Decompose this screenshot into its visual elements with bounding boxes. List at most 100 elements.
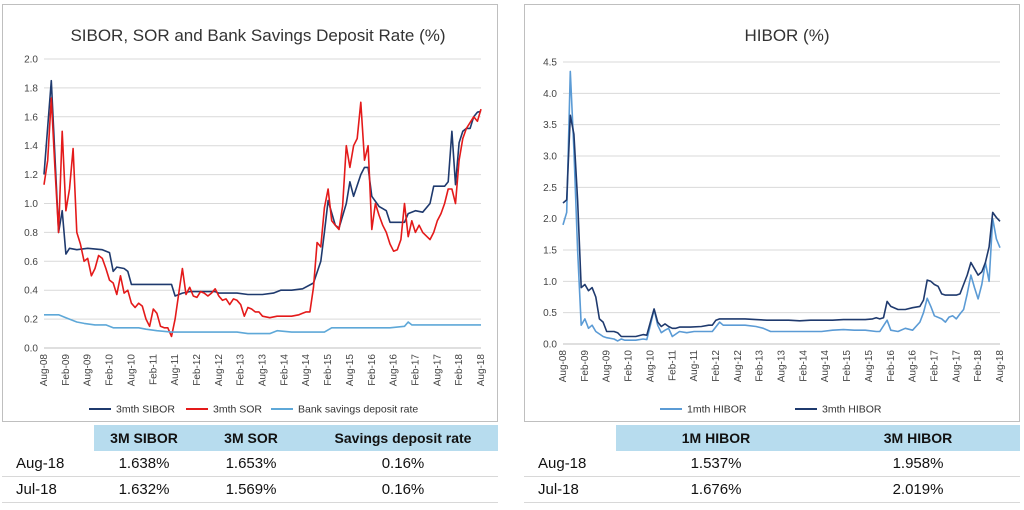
table-header-3m-hibor: 3M HIBOR — [816, 425, 1020, 451]
table-header-row: 3M SIBOR 3M SOR Savings deposit rate — [2, 425, 498, 451]
x-tick-label: Aug-10 — [126, 354, 137, 387]
y-tick-label: 4.5 — [543, 58, 557, 69]
row-label: Aug-18 — [2, 451, 94, 477]
table-header-row: 1M HIBOR 3M HIBOR — [524, 425, 1020, 451]
sibor-sor-chart: SIBOR, SOR and Bank Savings Deposit Rate… — [24, 26, 487, 416]
x-tick-label: Feb-15 — [842, 350, 853, 382]
sibor-sor-chart-panel: SIBOR, SOR and Bank Savings Deposit Rate… — [2, 4, 498, 422]
row-label: Jul-18 — [524, 476, 616, 503]
y-tick-label: 1.2 — [24, 170, 38, 181]
table-cell: 1.653% — [194, 451, 308, 477]
y-tick-label: 0.8 — [24, 228, 38, 239]
series-line-3mth-hibor — [562, 114, 1001, 338]
x-tick-label: Feb-16 — [886, 350, 897, 382]
x-tick-label: Feb-17 — [929, 350, 940, 382]
x-tick-label: Feb-10 — [624, 350, 635, 382]
table-header-blank — [2, 425, 94, 451]
table-header-savings-deposit-rate: Savings deposit rate — [308, 425, 498, 451]
series-line-3mth-sibor — [43, 79, 482, 297]
x-tick-label: Aug-15 — [345, 354, 356, 387]
table-cell: 1.537% — [616, 451, 816, 477]
x-tick-label: Feb-18 — [454, 354, 465, 386]
hibor-chart: HIBOR (%) 0.0 0.5 1.0 1.5 2.0 2.5 3.0 3.5 4.0 4.5 A… — [543, 26, 1006, 416]
table-cell: 2.019% — [816, 476, 1020, 503]
legend-label: 3mth SOR — [213, 404, 262, 416]
y-tick-label: 0.4 — [24, 286, 38, 297]
x-tick-label: Aug-08 — [39, 354, 50, 387]
x-tick-label: Aug-11 — [170, 354, 181, 386]
legend-label: 1mth HIBOR — [687, 404, 747, 416]
legend-label: 3mth SIBOR — [116, 404, 175, 416]
x-tick-label: Aug-18 — [995, 350, 1006, 383]
y-tick-label: 3.0 — [543, 152, 557, 163]
table-header-blank — [524, 425, 616, 451]
y-tick-label: 1.4 — [24, 141, 38, 152]
y-tick-label: 0.0 — [543, 340, 557, 351]
y-tick-label: 2.5 — [543, 183, 557, 194]
x-tick-label: Aug-09 — [83, 354, 94, 387]
x-tick-label: Feb-17 — [410, 354, 421, 386]
y-tick-label: 2.0 — [543, 214, 557, 225]
x-tick-label: Aug-16 — [908, 350, 919, 383]
y-tick-label: 1.0 — [24, 199, 38, 210]
row-label: Aug-18 — [524, 451, 616, 477]
x-tick-label: Aug-11 — [689, 350, 700, 382]
x-tick-label: Aug-17 — [951, 350, 962, 383]
y-tick-label: 3.5 — [543, 120, 557, 131]
table-header-1m-hibor: 1M HIBOR — [616, 425, 816, 451]
table-header-3m-sor: 3M SOR — [194, 425, 308, 451]
x-tick-label: Feb-09 — [580, 350, 591, 382]
x-tick-label: Feb-14 — [279, 354, 290, 386]
x-tick-label: Feb-13 — [755, 350, 766, 382]
table-row: Jul-18 1.676% 2.019% — [524, 476, 1020, 503]
table-cell: 1.676% — [616, 476, 816, 503]
y-tick-label: 0.0 — [24, 344, 38, 355]
x-tick-label: Aug-10 — [645, 350, 656, 383]
sibor-sor-rates-table: 3M SIBOR 3M SOR Savings deposit rate Aug… — [2, 425, 498, 503]
table-cell: 1.632% — [94, 476, 194, 503]
x-tick-label: Feb-11 — [667, 350, 678, 381]
chart-title: HIBOR (%) — [745, 26, 830, 45]
legend-label: 3mth HIBOR — [822, 404, 882, 416]
y-tick-label: 1.6 — [24, 112, 38, 123]
table-row: Jul-18 1.632% 1.569% 0.16% — [2, 476, 498, 503]
x-tick-label: Aug-12 — [733, 350, 744, 383]
table-cell: 0.16% — [308, 451, 498, 477]
x-tick-label: Aug-14 — [301, 354, 312, 387]
legend-label: Bank savings deposit rate — [298, 404, 418, 416]
x-tick-label: Feb-11 — [148, 354, 159, 385]
y-tick-label: 2.0 — [24, 55, 38, 66]
x-tick-label: Aug-08 — [558, 350, 569, 383]
table-cell: 1.638% — [94, 451, 194, 477]
y-tick-label: 0.2 — [24, 315, 38, 326]
table-row: Aug-18 1.537% 1.958% — [524, 451, 1020, 477]
x-tick-label: Aug-17 — [432, 354, 443, 387]
y-tick-label: 1.8 — [24, 83, 38, 94]
y-tick-label: 1.5 — [543, 246, 557, 257]
table-cell: 0.16% — [308, 476, 498, 503]
chart-title: SIBOR, SOR and Bank Savings Deposit Rate… — [70, 26, 445, 45]
hibor-chart-panel: HIBOR (%) 0.0 0.5 1.0 1.5 2.0 2.5 3.0 3.5 4.0 4.5 A… — [524, 4, 1020, 422]
table-row: Aug-18 1.638% 1.653% 0.16% — [2, 451, 498, 477]
y-tick-label: 4.0 — [543, 89, 557, 100]
x-tick-label: Aug-13 — [258, 354, 269, 387]
x-tick-label: Feb-10 — [105, 354, 116, 386]
series-line-1mth-hibor — [562, 70, 1001, 342]
x-tick-label: Aug-16 — [389, 354, 400, 387]
x-tick-label: Aug-14 — [820, 350, 831, 383]
x-tick-label: Feb-12 — [192, 354, 203, 386]
table-header-3m-sibor: 3M SIBOR — [94, 425, 194, 451]
table-cell: 1.569% — [194, 476, 308, 503]
x-tick-label: Feb-13 — [236, 354, 247, 386]
x-tick-label: Aug-15 — [864, 350, 875, 383]
y-tick-label: 1.0 — [543, 277, 557, 288]
x-tick-label: Aug-09 — [602, 350, 613, 383]
y-tick-label: 0.6 — [24, 257, 38, 268]
row-label: Jul-18 — [2, 476, 94, 503]
x-tick-label: Feb-12 — [711, 350, 722, 382]
hibor-rates-table: 1M HIBOR 3M HIBOR Aug-18 1.537% 1.958% J… — [524, 425, 1020, 503]
series-line-3mth-sor — [43, 97, 482, 338]
y-tick-label: 0.5 — [543, 308, 557, 319]
x-tick-label: Feb-15 — [323, 354, 334, 386]
x-tick-label: Feb-14 — [798, 350, 809, 382]
